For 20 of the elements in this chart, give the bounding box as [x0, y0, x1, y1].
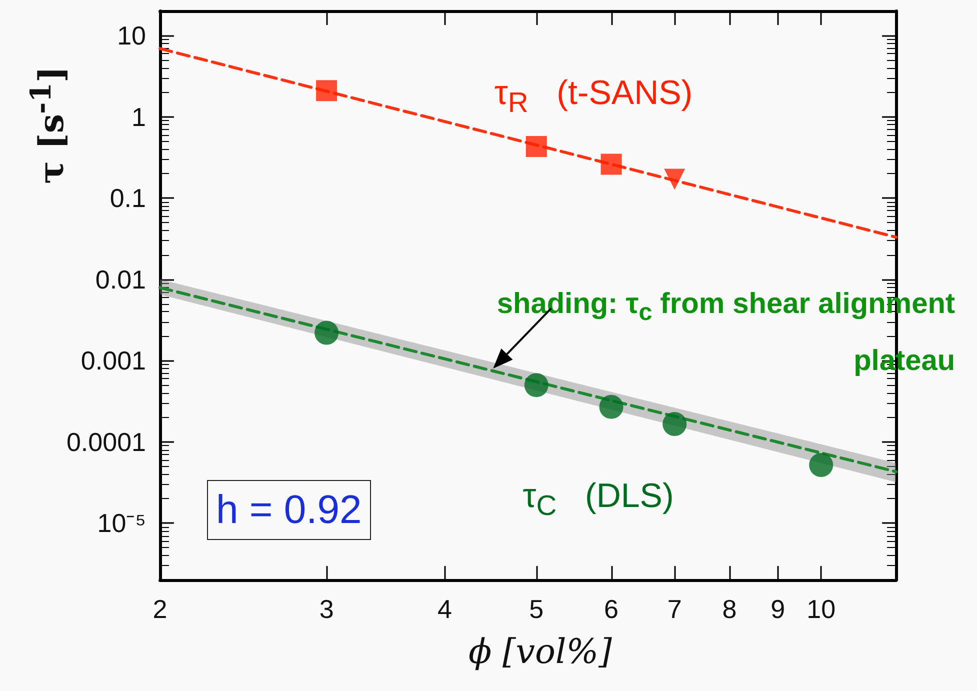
x-tick-label: 4: [437, 594, 452, 624]
y-tick-label: 10⁻⁵: [97, 508, 146, 538]
y-tick-label: 0.001: [80, 346, 146, 376]
annotation: h = 0.92: [207, 480, 371, 540]
series-label: τ$_{R}$ (t-SANS): [494, 74, 693, 120]
x-tick-label: 5: [529, 594, 544, 624]
x-axis-title: ϕ [vol%]: [468, 632, 612, 672]
x-tick-label: 3: [319, 594, 334, 624]
y-tick-label: 0.1: [110, 183, 146, 214]
y-tick-label: 1: [132, 102, 146, 132]
y-tick-label: 0.0001: [66, 426, 146, 457]
x-tick-label: 10: [806, 594, 836, 624]
series-label: τ$_{C}$ (DLS): [522, 476, 674, 523]
y-tick-label: 10: [117, 20, 146, 50]
x-tick-label: 9: [770, 594, 786, 624]
y-tick-label: 0.01: [95, 264, 146, 294]
x-tick-label: 6: [604, 594, 619, 624]
x-tick-label: 2: [152, 594, 168, 624]
x-tick-label: 7: [667, 594, 682, 624]
x-tick-label: 8: [722, 594, 737, 624]
